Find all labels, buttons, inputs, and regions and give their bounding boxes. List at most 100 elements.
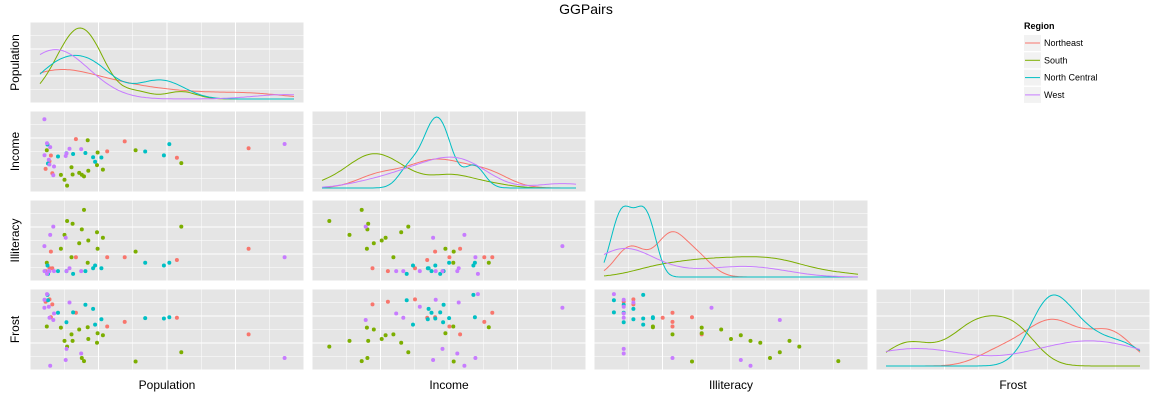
point-south — [69, 165, 74, 170]
point-south — [77, 170, 82, 175]
point-west — [67, 146, 72, 151]
point-south — [85, 138, 90, 143]
point-west — [473, 356, 478, 360]
point-south — [391, 332, 396, 337]
point-west — [611, 292, 616, 297]
point-south — [65, 219, 70, 223]
point-south — [836, 359, 841, 364]
point-west — [621, 315, 626, 320]
panel-frost-income — [311, 288, 587, 371]
point-west — [52, 269, 56, 274]
point-north-central — [438, 271, 443, 276]
point-north-central — [93, 159, 98, 164]
point-northeast — [105, 149, 110, 154]
point-south — [77, 241, 82, 246]
point-south — [86, 238, 91, 243]
row-label-population: Population — [8, 34, 22, 91]
point-west — [42, 244, 47, 249]
point-northeast — [122, 139, 127, 144]
point-south — [451, 260, 456, 265]
density-south-illiteracy — [603, 256, 859, 277]
point-north-central — [143, 149, 148, 154]
point-northeast — [482, 255, 487, 260]
point-south — [70, 172, 75, 177]
density-west-illiteracy — [603, 247, 858, 278]
column-label-population: Population — [139, 378, 196, 392]
point-south — [95, 246, 100, 251]
point-south — [768, 356, 772, 360]
density-west-population — [39, 49, 295, 100]
row-labels: Population Income Illiteracy Frost — [8, 34, 22, 343]
point-northeast — [385, 299, 390, 304]
point-south — [85, 260, 90, 265]
point-northeast — [43, 166, 48, 171]
point-west — [52, 311, 56, 316]
point-northeast — [458, 246, 463, 251]
legend-entry-west: West — [1024, 86, 1065, 103]
point-south — [758, 340, 763, 345]
point-south — [58, 246, 63, 251]
point-west — [79, 147, 84, 152]
point-northeast — [370, 266, 375, 271]
point-west — [51, 224, 56, 229]
point-north-central — [429, 310, 434, 315]
point-south — [748, 338, 753, 343]
point-west — [417, 304, 422, 309]
point-west — [473, 255, 478, 260]
point-south — [44, 148, 49, 153]
point-north-central — [426, 306, 431, 311]
point-northeast — [413, 266, 417, 271]
point-south — [133, 249, 138, 254]
density-north-central-population — [39, 54, 294, 100]
point-north-central — [641, 322, 646, 327]
legend-background — [1018, 18, 1168, 106]
point-west — [52, 164, 56, 169]
point-northeast — [447, 255, 452, 260]
point-north-central — [433, 316, 438, 321]
point-north-central — [433, 263, 438, 268]
point-northeast — [246, 246, 251, 251]
point-northeast — [122, 255, 127, 260]
point-south — [729, 337, 733, 341]
row-label-frost: Frost — [8, 315, 22, 343]
point-north-central — [83, 302, 88, 307]
point-north-central — [621, 320, 626, 325]
point-west — [45, 271, 49, 276]
point-south — [327, 219, 332, 223]
point-north-central — [471, 263, 476, 268]
point-north-central — [167, 315, 172, 320]
point-west — [51, 318, 56, 322]
point-south — [79, 356, 84, 360]
point-north-central — [404, 298, 409, 303]
point-west — [79, 351, 84, 356]
point-south — [44, 324, 49, 329]
point-south — [62, 177, 67, 182]
point-northeast — [425, 258, 430, 262]
point-south — [95, 150, 100, 155]
point-south — [100, 333, 105, 338]
row-label-income: Income — [8, 132, 22, 172]
point-south — [690, 359, 694, 364]
density-west-income — [321, 156, 577, 188]
density-south-frost — [885, 315, 1140, 367]
point-northeast — [385, 269, 390, 274]
point-west — [48, 145, 53, 150]
point-west — [621, 311, 626, 316]
panel-income-income — [311, 110, 587, 193]
point-south — [86, 168, 91, 173]
point-south — [82, 359, 86, 364]
point-northeast — [482, 319, 487, 324]
point-south — [179, 350, 184, 355]
point-west — [46, 304, 51, 309]
point-west — [42, 269, 47, 274]
point-south — [719, 327, 724, 332]
chart-title: GGPairs — [559, 1, 613, 17]
point-north-central — [46, 298, 50, 303]
point-west — [47, 162, 52, 167]
panel-income-population — [29, 110, 305, 193]
point-south — [79, 227, 84, 232]
point-south — [77, 327, 82, 332]
point-northeast — [433, 249, 438, 254]
point-south — [133, 359, 138, 364]
